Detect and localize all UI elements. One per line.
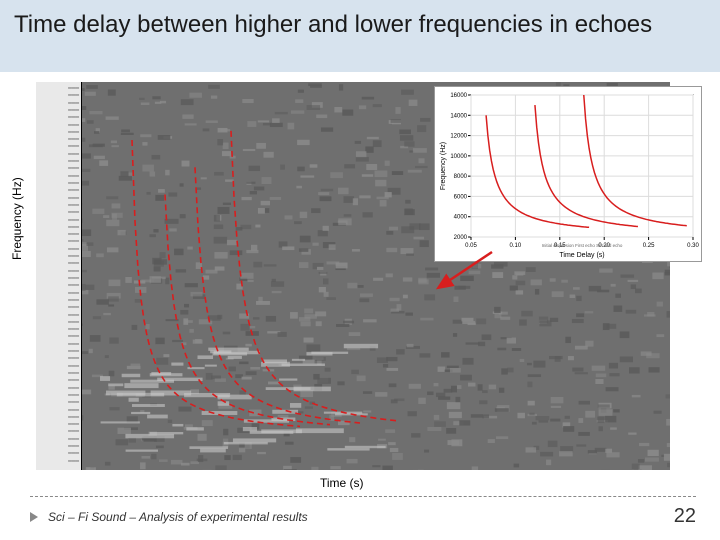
svg-text:16000: 16000	[450, 93, 467, 99]
svg-text:0.05: 0.05	[465, 243, 477, 249]
svg-text:Initial dispersion First ech: Initial dispersion First echo Second ech…	[542, 243, 623, 248]
svg-text:12000: 12000	[450, 134, 467, 140]
svg-text:4000: 4000	[454, 215, 468, 221]
svg-text:8000: 8000	[454, 174, 468, 180]
svg-text:0.10: 0.10	[510, 243, 522, 249]
svg-text:Time Delay (s): Time Delay (s)	[559, 252, 604, 259]
svg-text:2000: 2000	[454, 235, 468, 241]
footer-left: Sci – Fi Sound – Analysis of experimenta…	[30, 510, 308, 524]
svg-text:10000: 10000	[450, 154, 467, 160]
inset-chart: 2000 4000 6000 8000 10000 12000 14000 16000 0.05…	[434, 86, 702, 262]
svg-text:0.30: 0.30	[687, 243, 699, 249]
x-axis-label: Time (s)	[320, 476, 364, 490]
page-number: 22	[674, 505, 696, 528]
svg-text:14000: 14000	[450, 113, 467, 119]
title-bar: Time delay between higher and lower freq…	[0, 0, 720, 72]
inset-svg: 2000 4000 6000 8000 10000 12000 14000 16000 0.05…	[435, 87, 701, 261]
frequency-axis-strip: ━━━━━━━━━━━━━━━━━━━━━━━━━━━━━━━━━━━━━━━━…	[36, 82, 82, 470]
footer-text: Sci – Fi Sound – Analysis of experimenta…	[48, 510, 308, 524]
svg-text:0.25: 0.25	[643, 243, 655, 249]
y-axis-label: Frequency (Hz)	[10, 177, 24, 260]
svg-text:6000: 6000	[454, 194, 468, 200]
svg-text:Frequency (Hz): Frequency (Hz)	[440, 142, 447, 190]
footer: Sci – Fi Sound – Analysis of experimenta…	[30, 496, 696, 528]
footer-triangle-icon	[30, 512, 38, 522]
slide-title: Time delay between higher and lower freq…	[14, 10, 706, 40]
